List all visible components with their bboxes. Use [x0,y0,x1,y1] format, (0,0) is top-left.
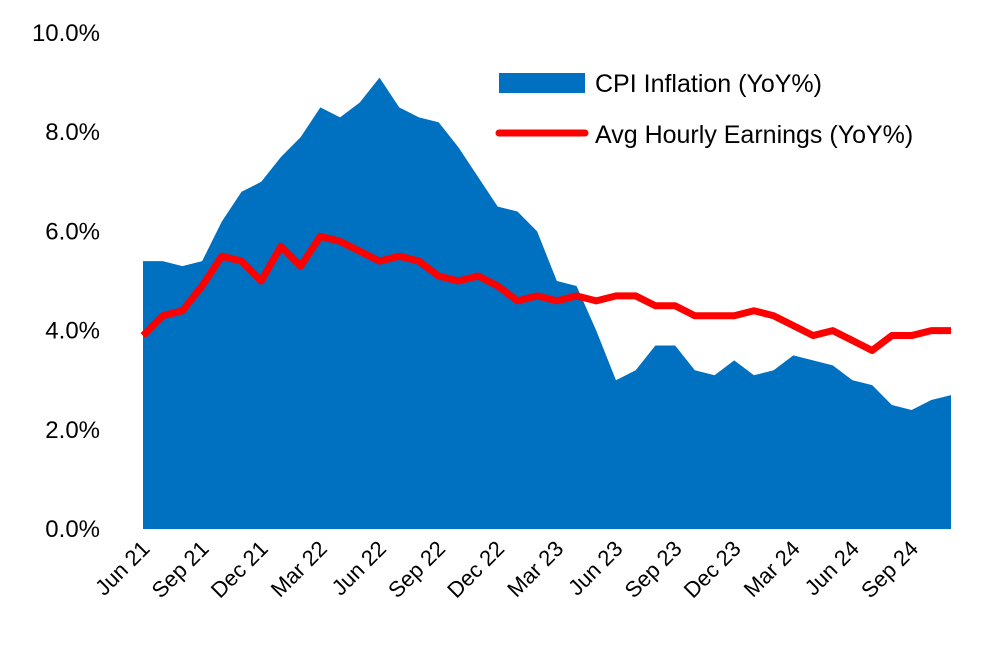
y-axis: 0.0% 2.0% 4.0% 6.0% 8.0% 10.0% [32,20,100,543]
x-tick-label: Jun 24 [800,536,864,600]
x-tick-label: Sep 22 [383,536,450,603]
x-tick-label: Sep 24 [856,536,923,603]
y-tick-label: 4.0% [45,318,100,345]
x-tick-label: Dec 21 [206,536,273,603]
x-tick-label: Sep 23 [620,536,687,603]
x-tick-label: Sep 21 [147,536,214,603]
x-tick-label: Jun 22 [327,536,391,600]
legend-label-cpi: CPI Inflation (YoY%) [595,70,822,98]
y-tick-label: 0.0% [45,516,100,543]
x-tick-label: Dec 22 [442,536,509,603]
legend-label-earnings: Avg Hourly Earnings (YoY%) [595,121,913,149]
legend: CPI Inflation (YoY%) Avg Hourly Earnings… [495,70,913,149]
x-tick-label: Mar 23 [502,536,568,602]
y-tick-label: 6.0% [45,218,100,245]
y-tick-label: 2.0% [45,417,100,444]
x-tick-label: Mar 22 [266,536,332,602]
y-tick-label: 10.0% [32,20,100,47]
series-area-cpi [143,77,951,529]
series-line-earnings [140,232,951,354]
x-tick-label: Dec 23 [679,536,746,603]
x-tick-label: Jun 23 [563,536,627,600]
legend-swatch-cpi [499,73,585,93]
x-tick-label: Mar 24 [739,536,805,602]
y-tick-label: 8.0% [45,119,100,146]
plot-area [140,77,951,529]
x-tick-label: Jun 21 [90,536,154,600]
